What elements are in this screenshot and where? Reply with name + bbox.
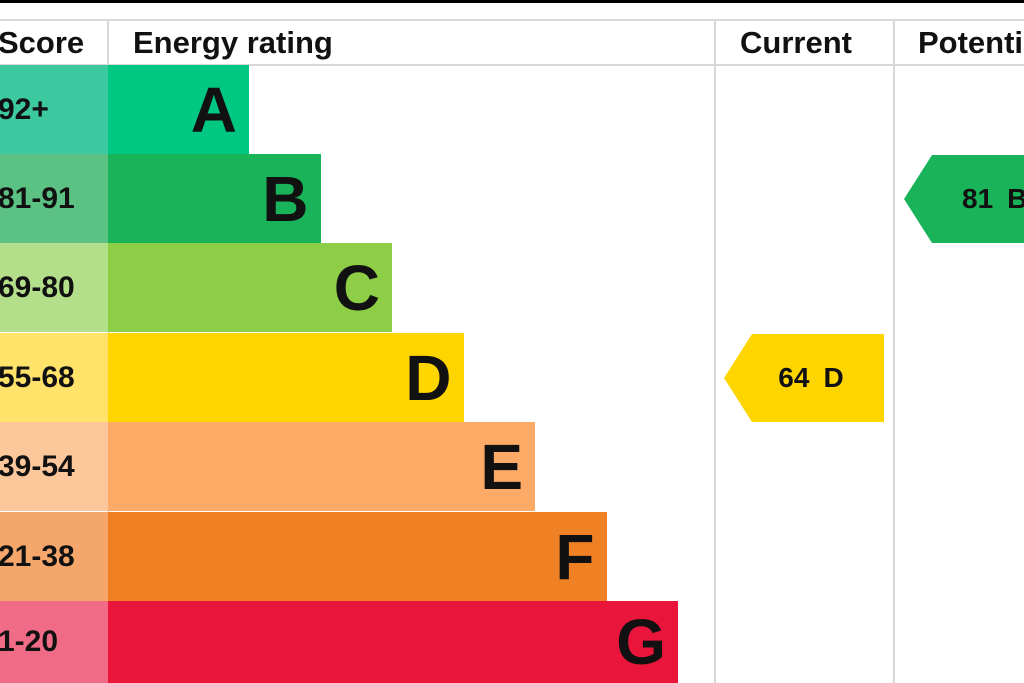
- column-divider: [893, 20, 895, 683]
- rating-bar: A: [108, 65, 249, 154]
- rating-letter: E: [480, 430, 523, 503]
- score-cell: 21-38: [0, 512, 108, 601]
- column-divider: [714, 20, 716, 683]
- score-cell: 39-54: [0, 422, 108, 511]
- rating-bar: G: [108, 601, 678, 683]
- rating-bar: F: [108, 512, 607, 601]
- header-rating: Energy rating: [133, 25, 333, 60]
- current-value: 64: [778, 362, 810, 393]
- header-score: Score: [0, 25, 85, 60]
- score-cell: 55-68: [0, 333, 108, 422]
- score-cell: 69-80: [0, 243, 108, 332]
- potential-rating-arrow: 81 B: [904, 155, 1024, 243]
- score-range: 1-20: [0, 625, 59, 658]
- rating-letter: D: [405, 341, 452, 414]
- score-range: 21-38: [0, 539, 75, 573]
- score-range: 55-68: [0, 360, 75, 394]
- rating-letter: G: [616, 606, 666, 678]
- current-letter: D: [823, 362, 844, 393]
- rating-bar: B: [108, 154, 321, 243]
- potential-letter: B: [1007, 183, 1024, 214]
- rating-letter: F: [555, 520, 595, 593]
- rating-bar: D: [108, 333, 464, 422]
- rating-letter: A: [190, 73, 237, 146]
- score-cell: 1-20: [0, 601, 108, 683]
- score-range: 81-91: [0, 181, 75, 215]
- rating-bar: E: [108, 422, 535, 511]
- header-border: [0, 64, 1024, 66]
- score-cell: 92+: [0, 65, 108, 154]
- header-potential: Potential: [918, 25, 1024, 60]
- score-range: 92+: [0, 92, 49, 126]
- score-range: 39-54: [0, 449, 75, 483]
- rating-letter: B: [262, 162, 309, 235]
- rating-letter: C: [333, 251, 380, 324]
- header-border: [0, 19, 1024, 21]
- score-range: 69-80: [0, 270, 75, 304]
- potential-value: 81: [962, 183, 994, 214]
- header-current: Current: [740, 25, 852, 60]
- current-rating-arrow: 64 D: [724, 334, 884, 422]
- score-cell: 81-91: [0, 154, 108, 243]
- top-border: [0, 0, 1024, 3]
- rating-bar: C: [108, 243, 392, 332]
